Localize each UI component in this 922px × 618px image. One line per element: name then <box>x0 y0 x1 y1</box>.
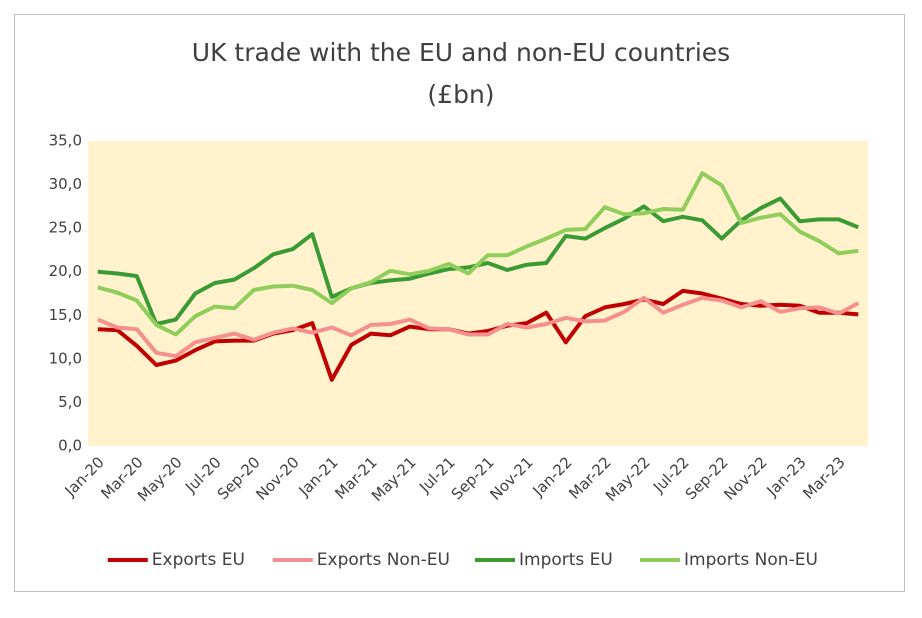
y-tick-label: 20,0 <box>49 262 82 280</box>
y-tick-label: 0,0 <box>58 437 82 455</box>
legend-label: Imports Non-EU <box>684 550 818 570</box>
chart-title: UK trade with the EU and non-EU countrie… <box>192 38 730 67</box>
legend-label: Exports EU <box>152 550 245 570</box>
chart-subtitle: (£bn) <box>427 80 494 109</box>
legend-label: Imports EU <box>519 550 613 570</box>
y-tick-label: 35,0 <box>49 132 82 150</box>
y-tick-label: 5,0 <box>58 393 82 411</box>
y-tick-label: 15,0 <box>49 306 82 324</box>
series-line <box>97 171 859 337</box>
y-tick-label: 25,0 <box>49 219 82 237</box>
legend-label: Exports Non-EU <box>317 550 450 570</box>
y-tick-label: 30,0 <box>49 175 82 193</box>
series-line <box>97 288 859 382</box>
y-tick-label: 10,0 <box>49 349 82 367</box>
series-line <box>97 295 860 359</box>
plot-area <box>88 141 868 446</box>
